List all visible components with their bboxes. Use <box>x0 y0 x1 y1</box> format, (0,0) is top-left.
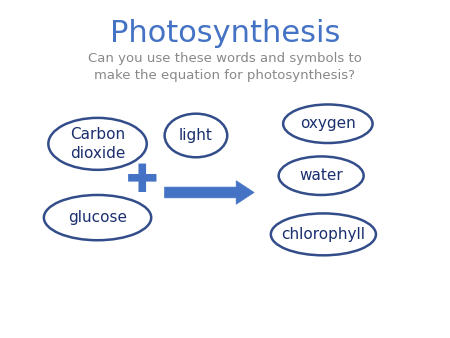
Text: oxygen: oxygen <box>300 116 356 131</box>
Text: light: light <box>179 128 213 143</box>
Text: water: water <box>299 168 343 183</box>
Text: Can you use these words and symbols to
make the equation for photosynthesis?: Can you use these words and symbols to m… <box>88 52 362 82</box>
Text: glucose: glucose <box>68 210 127 225</box>
Text: chlorophyll: chlorophyll <box>281 227 365 242</box>
Text: Carbon
dioxide: Carbon dioxide <box>70 127 125 161</box>
Text: Photosynthesis: Photosynthesis <box>110 19 340 48</box>
Polygon shape <box>165 181 254 204</box>
Text: ✚: ✚ <box>126 162 158 200</box>
